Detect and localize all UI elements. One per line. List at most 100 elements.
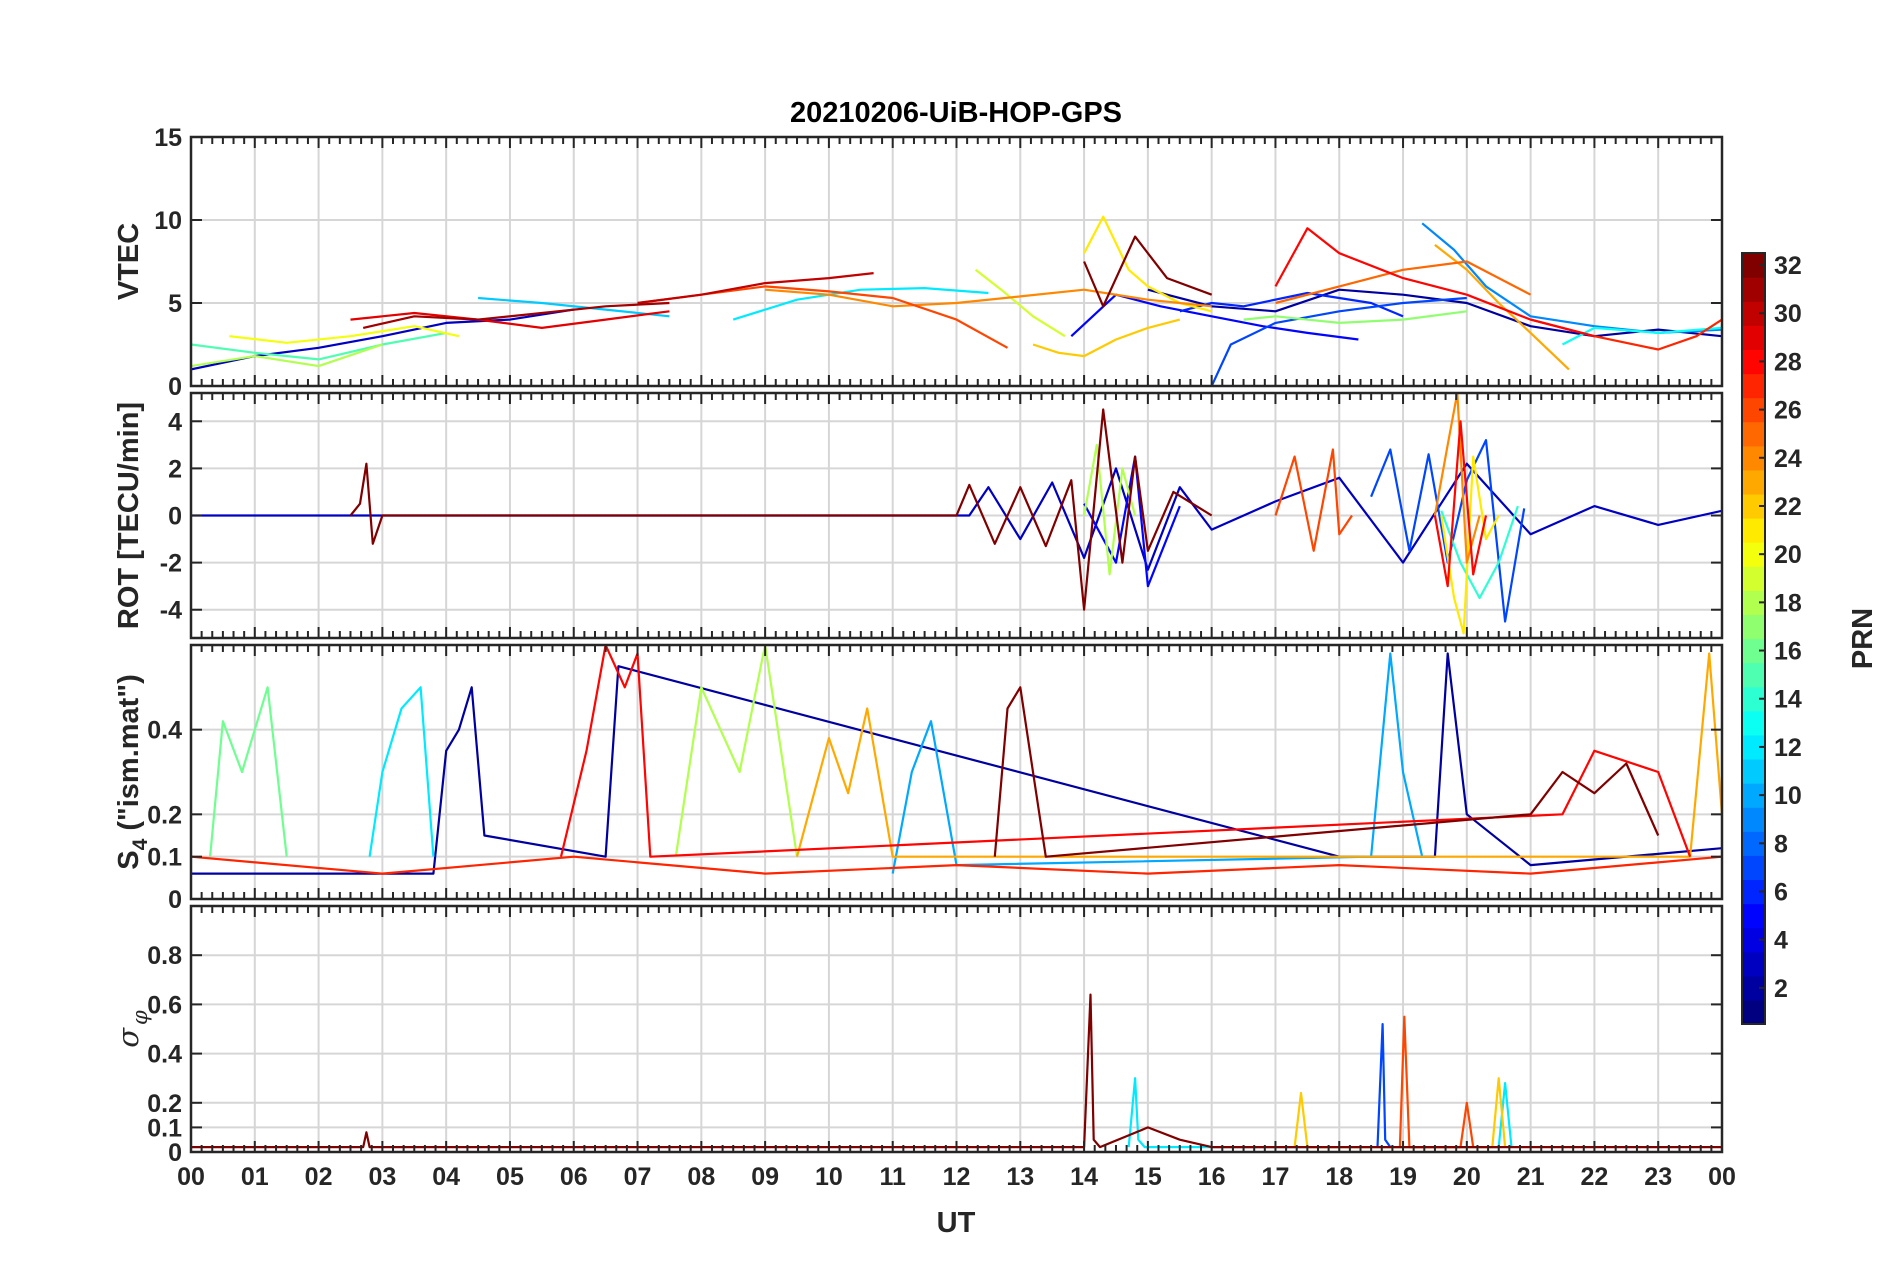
series-group [191, 645, 1722, 875]
colorbar-segment [1742, 421, 1765, 447]
y-tick-label: -4 [160, 597, 182, 625]
series-line-prn-20 [229, 325, 460, 344]
series-line-prn-11 [478, 296, 670, 318]
x-tick-label: 01 [241, 1163, 269, 1191]
y-tick-label: 0.1 [147, 844, 182, 872]
series-line-prn-28 [1274, 227, 1595, 338]
colorbar-segment [1742, 253, 1765, 278]
series-line-prn-29 [350, 310, 670, 329]
x-tick-label: 04 [432, 1163, 460, 1191]
series-line-prn-32 [349, 408, 1213, 611]
x-tick-label: 14 [1070, 1163, 1098, 1191]
colorbar-segment [1742, 638, 1765, 664]
series-line-prn-15 [191, 331, 447, 361]
series-line-prn-7 [1210, 296, 1467, 386]
series-line-prn-12 [732, 287, 989, 321]
series-line-prn-12 [368, 686, 435, 857]
y-tick-label: 10 [154, 207, 182, 235]
y-tick-label: 0.2 [147, 1090, 182, 1118]
colorbar-segment [1742, 277, 1765, 302]
y-axis-label: σφ [111, 1010, 152, 1048]
series-line-prn-19 [974, 268, 1066, 338]
colorbar-tick-label: 24 [1774, 445, 1802, 473]
y-tick-label: 15 [154, 124, 182, 152]
colorbar-tick-label: 14 [1774, 686, 1802, 714]
y-tick-label: 0.2 [147, 801, 182, 829]
series-line-prn-10 [891, 652, 1424, 874]
colorbar-tick-label: 16 [1774, 638, 1802, 666]
y-tick-label: -2 [160, 550, 182, 578]
series-line-prn-6 [1179, 291, 1404, 318]
x-tick-label: 23 [1644, 1163, 1672, 1191]
series-line-prn-2 [191, 652, 1722, 875]
s4-panel: 0 0.1 0.2 0.4S4 ("ism.mat") [113, 643, 1724, 914]
colorbar-segment [1742, 999, 1765, 1025]
series-line-prn-23 [1434, 244, 1570, 371]
x-tick-label: 11 [879, 1163, 906, 1191]
x-tick-label: 03 [368, 1163, 396, 1191]
series-line-prn-31 [362, 301, 670, 329]
series-line-prn-28 [559, 645, 1692, 858]
y-axis-label: S4 ("ism.mat") [113, 674, 152, 870]
colorbar-label: PRN [1847, 608, 1879, 669]
colorbar-tick-label: 30 [1774, 300, 1802, 328]
colorbar-segment [1742, 951, 1765, 977]
colorbar-segment [1742, 373, 1765, 399]
colorbar-segment [1742, 734, 1765, 760]
colorbar-segment [1742, 493, 1765, 519]
colorbar-segment [1742, 301, 1765, 326]
colorbar-segment [1742, 397, 1765, 423]
vtec-panel: 0 5 10 15 VTEC [113, 124, 1724, 401]
sigma-phi-panel: 00.10.2 0.4 0.6 0.8 σφ 00 01 02 03 04 05 06 07 08 09 10… [111, 904, 1736, 1191]
colorbar-tick-label: 22 [1774, 493, 1802, 521]
y-tick-label: 0.6 [147, 991, 182, 1019]
x-tick-label: 00 [1708, 1163, 1736, 1191]
colorbar-tick-label: 26 [1774, 397, 1802, 425]
x-tick-label: 02 [305, 1163, 333, 1191]
colorbar-segment [1742, 807, 1765, 832]
series-line-prn-3 [191, 462, 1722, 571]
colorbar-segment [1742, 758, 1765, 784]
colorbar-tick-label: 28 [1774, 348, 1802, 376]
y-tick-label: 0.4 [147, 717, 182, 745]
series-line-prn-26 [1274, 448, 1353, 552]
colorbar-segment [1742, 783, 1765, 808]
x-tick-label: 15 [1134, 1163, 1162, 1191]
colorbar-tick-label: 8 [1774, 830, 1788, 858]
y-tick-label: 4 [168, 408, 182, 436]
colorbar-segment [1742, 686, 1765, 712]
colorbar-tick-label: 2 [1774, 975, 1788, 1003]
series-line-prn-22 [1032, 318, 1181, 358]
colorbar-segment [1742, 325, 1765, 350]
y-tick-label: 0 [168, 886, 182, 914]
colorbar-segment [1742, 831, 1765, 856]
series-line-prn-32 [993, 686, 1660, 858]
x-tick-label: 16 [1198, 1163, 1226, 1191]
series-line-prn-7 [1376, 1022, 1392, 1148]
x-tick-label: 20 [1453, 1163, 1481, 1191]
colorbar-segment [1742, 445, 1765, 471]
colorbar-tick-label: 20 [1774, 541, 1802, 569]
colorbar-segment [1742, 518, 1765, 543]
y-tick-label: 0 [168, 373, 182, 401]
colorbar-segment [1742, 349, 1765, 375]
colorbar-tick-label: 12 [1774, 734, 1802, 762]
series-line-prn-25 [1275, 260, 1532, 305]
y-tick-label: 0 [168, 1139, 182, 1167]
x-tick-label: 19 [1389, 1163, 1417, 1191]
colorbar-tick-label: 18 [1774, 589, 1802, 617]
colorbar-segment [1742, 614, 1765, 640]
x-tick-label: 22 [1581, 1163, 1609, 1191]
colorbar-segment [1742, 879, 1765, 905]
y-axis-label: VTEC [113, 223, 145, 300]
colorbar-segment [1742, 662, 1765, 688]
series-line-prn-24 [765, 288, 1212, 308]
colorbar-segment [1742, 903, 1765, 929]
series-line-prn-28 [1433, 420, 1488, 588]
colorbar-segment [1742, 927, 1765, 953]
series-group [191, 215, 1722, 386]
x-tick-label: 00 [177, 1163, 205, 1191]
x-tick-label: 18 [1325, 1163, 1353, 1191]
colorbar-segment [1742, 469, 1765, 495]
